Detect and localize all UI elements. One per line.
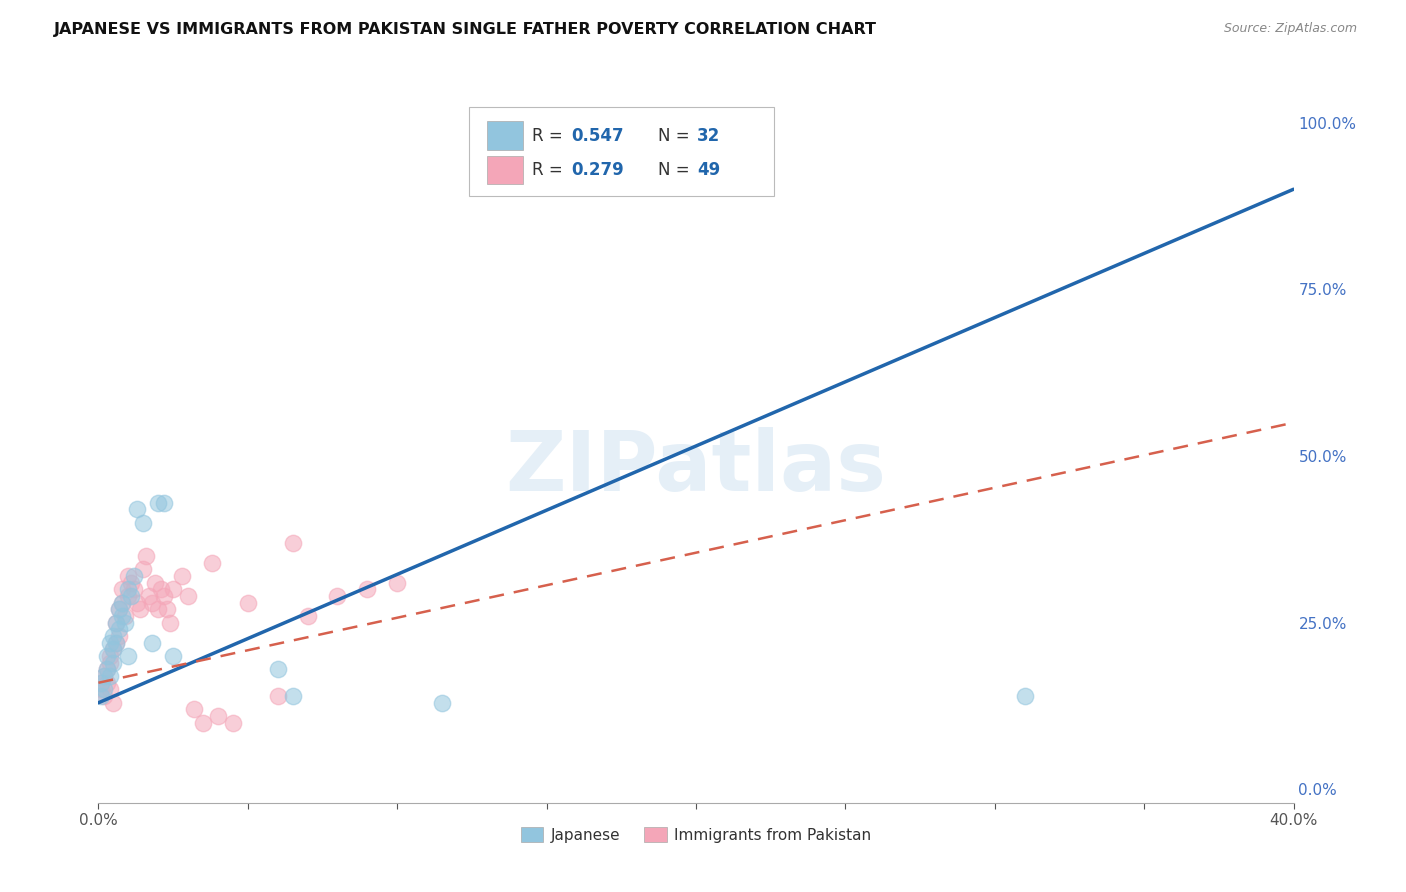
Point xyxy=(127,502,149,516)
Point xyxy=(96,662,118,676)
Point xyxy=(141,596,163,610)
Text: 49: 49 xyxy=(697,161,720,178)
Point xyxy=(93,669,115,683)
Point xyxy=(159,615,181,630)
Point xyxy=(124,582,146,597)
Point xyxy=(96,662,118,676)
Point xyxy=(326,589,349,603)
Point xyxy=(103,629,125,643)
Point xyxy=(150,582,173,597)
Point xyxy=(430,696,453,710)
Point xyxy=(201,556,224,570)
Point xyxy=(120,575,142,590)
Point xyxy=(90,675,112,690)
Point xyxy=(98,682,122,697)
Point xyxy=(98,636,122,650)
Point xyxy=(162,649,184,664)
Point xyxy=(138,589,160,603)
Point xyxy=(191,715,214,730)
Point xyxy=(93,682,115,697)
Point xyxy=(143,575,166,590)
Point xyxy=(111,596,134,610)
Point xyxy=(153,589,176,603)
Point xyxy=(172,569,194,583)
Bar xyxy=(486,121,523,150)
Point xyxy=(108,629,131,643)
Text: 32: 32 xyxy=(697,127,720,145)
Point xyxy=(267,689,290,703)
Point xyxy=(385,575,409,590)
Point xyxy=(117,589,139,603)
Point xyxy=(153,496,176,510)
Point xyxy=(93,669,115,683)
Point xyxy=(124,569,146,583)
Point xyxy=(98,669,122,683)
Point xyxy=(111,609,134,624)
Point xyxy=(117,582,139,597)
Point xyxy=(281,689,304,703)
Text: 0.547: 0.547 xyxy=(572,127,624,145)
Point xyxy=(114,615,136,630)
Text: R =: R = xyxy=(533,161,568,178)
Point xyxy=(108,602,131,616)
Point xyxy=(117,649,139,664)
Point xyxy=(108,602,131,616)
Point xyxy=(111,582,134,597)
Point xyxy=(117,569,139,583)
Point xyxy=(96,675,118,690)
Legend: Japanese, Immigrants from Pakistan: Japanese, Immigrants from Pakistan xyxy=(515,821,877,848)
Point xyxy=(105,636,128,650)
Text: Source: ZipAtlas.com: Source: ZipAtlas.com xyxy=(1223,22,1357,36)
Bar xyxy=(486,155,523,184)
Point xyxy=(207,709,229,723)
Point xyxy=(90,675,112,690)
Point xyxy=(111,596,134,610)
Point xyxy=(90,689,112,703)
Point xyxy=(267,662,290,676)
Point xyxy=(93,689,115,703)
Point xyxy=(98,656,122,670)
Text: N =: N = xyxy=(658,127,695,145)
FancyBboxPatch shape xyxy=(470,107,773,196)
Point xyxy=(105,636,128,650)
Point xyxy=(148,496,170,510)
Text: 0.279: 0.279 xyxy=(572,161,624,178)
Point xyxy=(132,562,155,576)
Point xyxy=(103,656,125,670)
Point xyxy=(222,715,245,730)
Text: ZIPatlas: ZIPatlas xyxy=(506,427,886,508)
Point xyxy=(103,696,125,710)
Point xyxy=(297,609,319,624)
Point xyxy=(135,549,157,563)
Text: R =: R = xyxy=(533,127,568,145)
Text: N =: N = xyxy=(658,161,695,178)
Point xyxy=(105,615,128,630)
Point xyxy=(114,609,136,624)
Point xyxy=(183,702,205,716)
Text: JAPANESE VS IMMIGRANTS FROM PAKISTAN SINGLE FATHER POVERTY CORRELATION CHART: JAPANESE VS IMMIGRANTS FROM PAKISTAN SIN… xyxy=(53,22,876,37)
Point xyxy=(127,596,149,610)
Point xyxy=(105,615,128,630)
Point xyxy=(141,636,163,650)
Point xyxy=(356,582,378,597)
Point xyxy=(129,602,152,616)
Point xyxy=(281,535,304,549)
Point xyxy=(148,602,170,616)
Point xyxy=(103,642,125,657)
Point xyxy=(132,516,155,530)
Point xyxy=(96,649,118,664)
Point xyxy=(108,623,131,637)
Point xyxy=(156,602,179,616)
Point xyxy=(162,582,184,597)
Point xyxy=(1014,689,1036,703)
Point xyxy=(90,682,112,697)
Point xyxy=(98,649,122,664)
Point xyxy=(177,589,200,603)
Point xyxy=(120,589,142,603)
Point xyxy=(103,642,125,657)
Point xyxy=(236,596,259,610)
